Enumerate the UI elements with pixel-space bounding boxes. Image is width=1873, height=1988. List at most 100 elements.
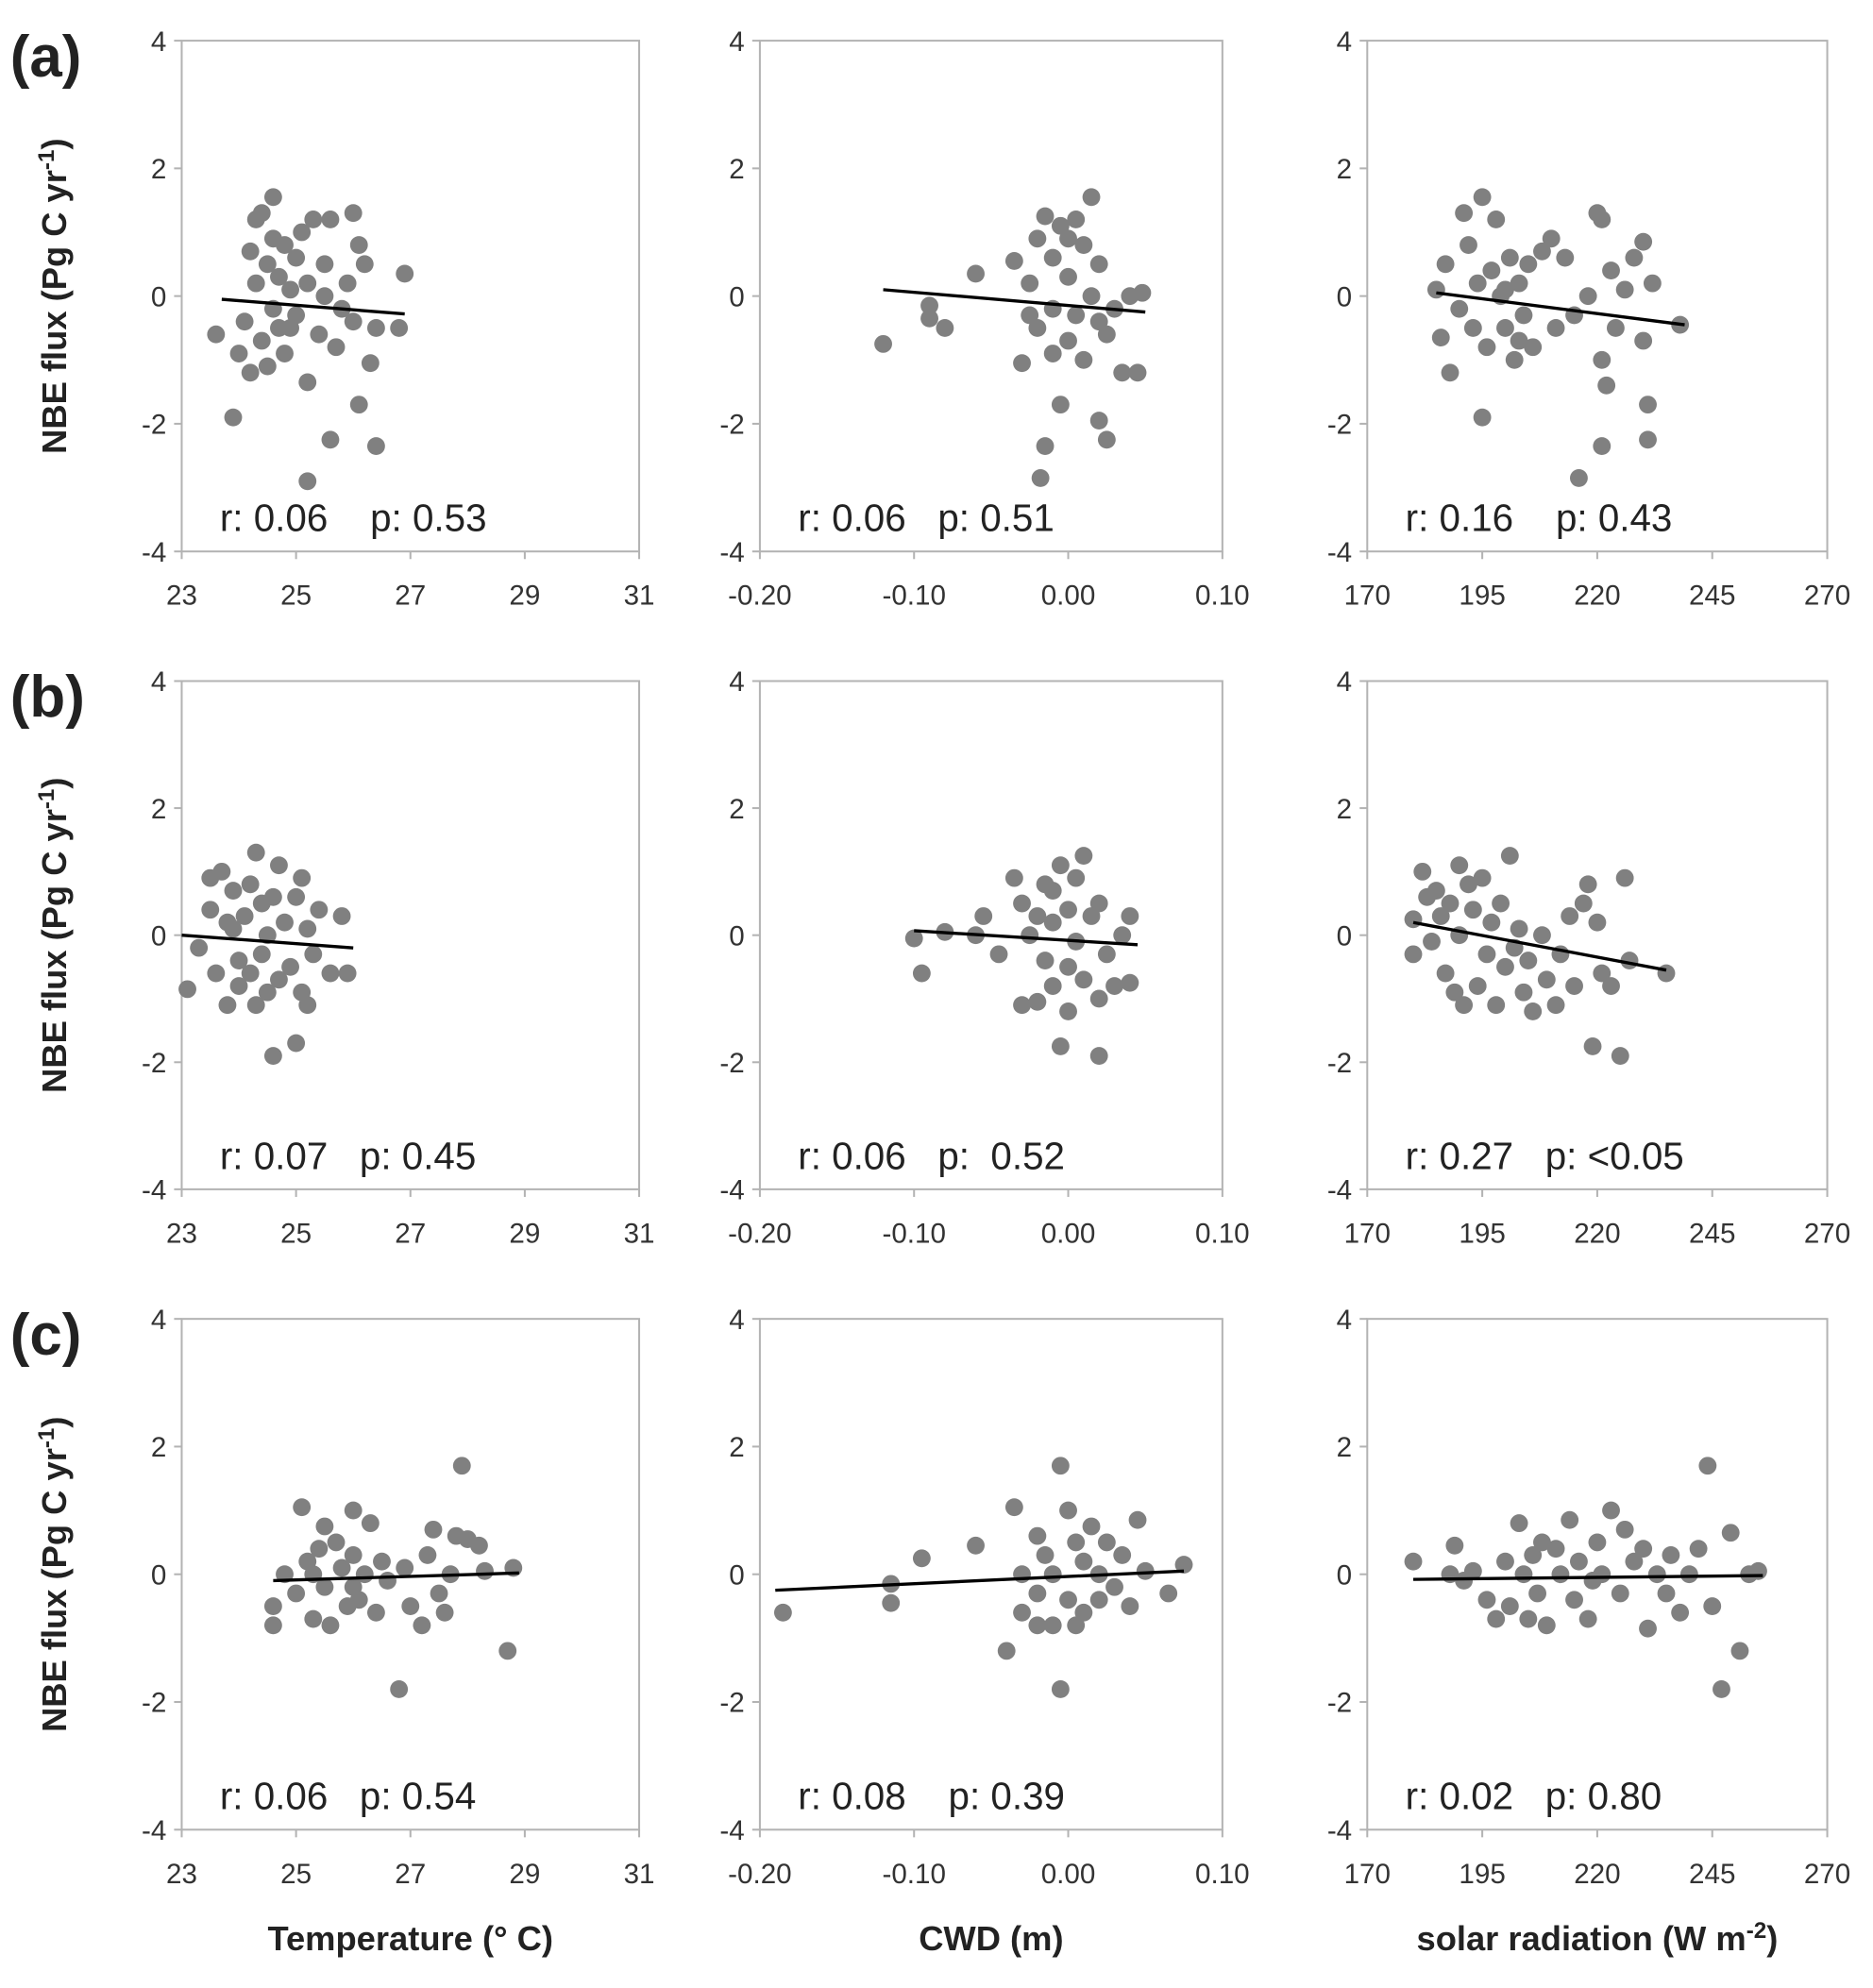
- point: [1021, 274, 1039, 293]
- x-tick-label: 25: [280, 581, 312, 612]
- point: [1482, 913, 1501, 932]
- y-tick-label: -4: [1327, 537, 1352, 568]
- label-part: ): [35, 1417, 74, 1428]
- label-part: ): [35, 777, 74, 788]
- point: [1657, 1584, 1676, 1603]
- point: [252, 204, 271, 223]
- point: [263, 1047, 282, 1065]
- point: [1533, 242, 1551, 261]
- x-tick-label: 270: [1804, 581, 1850, 612]
- point: [379, 1572, 397, 1590]
- superscript: -1: [33, 789, 59, 810]
- y-tick-label: 0: [151, 920, 166, 952]
- x-tick-label: 220: [1574, 581, 1620, 612]
- point: [1615, 1520, 1634, 1539]
- y-tick-label: -4: [1327, 1815, 1352, 1846]
- point: [1657, 964, 1676, 983]
- trend-line: [1412, 920, 1667, 972]
- point: [270, 970, 288, 989]
- point: [1121, 1597, 1139, 1615]
- x-tick-label: 23: [166, 581, 197, 612]
- point: [263, 188, 282, 207]
- point: [1013, 894, 1031, 913]
- point: [258, 357, 277, 376]
- panel: -4 -2 0 2 4 23 25 27 29 31 r: 0.07 p: 0.45 (b) NBE f…: [10, 665, 655, 1249]
- trend-line: [1436, 291, 1685, 327]
- annotation: r: 0.06 p: 0.54: [220, 1775, 476, 1818]
- point: [1524, 338, 1543, 357]
- point: [1533, 926, 1551, 945]
- point: [252, 945, 271, 964]
- point: [1436, 255, 1455, 274]
- y-tick-label: -2: [1327, 410, 1352, 441]
- point: [332, 1558, 351, 1577]
- point: [1510, 1514, 1528, 1533]
- label-part: CWD (m): [919, 1919, 1063, 1958]
- point: [298, 373, 317, 392]
- point: [263, 1616, 282, 1635]
- y-tick-label: -4: [719, 1175, 744, 1206]
- point: [235, 312, 254, 331]
- point: [1639, 396, 1657, 414]
- trend-line: [775, 1569, 1185, 1592]
- point: [298, 274, 317, 293]
- point: [1460, 875, 1477, 894]
- x-axis-label: Temperature (° C): [267, 1919, 553, 1958]
- point: [229, 345, 248, 362]
- point: [882, 1593, 901, 1612]
- point: [1528, 1584, 1546, 1603]
- point: [1597, 376, 1616, 395]
- plot-frame: [180, 680, 641, 1190]
- point: [1460, 236, 1477, 254]
- x-tick-label: 245: [1689, 1859, 1735, 1890]
- point: [1074, 847, 1093, 865]
- y-tick-label: -2: [719, 1048, 744, 1079]
- point: [310, 1540, 329, 1558]
- point: [424, 1520, 443, 1539]
- point: [773, 1603, 792, 1622]
- point: [1051, 856, 1070, 875]
- point: [1463, 901, 1482, 919]
- point: [1174, 1556, 1193, 1574]
- point: [1477, 1591, 1496, 1609]
- point: [390, 1680, 409, 1698]
- point: [1556, 248, 1575, 267]
- point: [315, 287, 334, 306]
- point: [366, 1603, 385, 1622]
- point: [212, 862, 231, 881]
- point: [1500, 847, 1519, 865]
- panel: -4 -2 0 2 4 23 25 27 29 31 r: 0.06 p: 0.54 (c) NBE f…: [10, 1303, 655, 1958]
- point: [281, 957, 299, 976]
- panel: -4 -2 0 2 4 170 195 220 245 270 r: 0.16 p: 0.43: [1327, 26, 1850, 612]
- annotation: r: 0.27 p: <0.05: [1406, 1134, 1684, 1177]
- point: [1059, 901, 1077, 919]
- point: [1031, 468, 1050, 487]
- point: [310, 901, 329, 919]
- point: [287, 1034, 306, 1053]
- point: [281, 280, 299, 299]
- point: [1423, 932, 1441, 951]
- point: [1113, 363, 1132, 382]
- point: [1593, 211, 1611, 228]
- x-tick-label: 0.10: [1195, 1859, 1250, 1890]
- y-tick-label: 4: [1337, 1305, 1352, 1336]
- point: [1546, 996, 1565, 1015]
- point: [1574, 894, 1593, 913]
- point: [190, 938, 209, 957]
- point: [1128, 1510, 1147, 1529]
- point: [1028, 992, 1047, 1011]
- point: [1514, 983, 1533, 1002]
- point: [1089, 989, 1108, 1008]
- point: [321, 430, 340, 449]
- point: [1510, 274, 1528, 293]
- point: [1578, 287, 1597, 306]
- point: [1698, 1457, 1717, 1475]
- point: [1496, 280, 1514, 299]
- trend-line: [221, 297, 405, 316]
- point: [1074, 236, 1093, 254]
- point: [224, 919, 243, 938]
- point: [241, 242, 260, 261]
- point: [1477, 945, 1496, 964]
- x-tick-label: 25: [280, 1218, 312, 1249]
